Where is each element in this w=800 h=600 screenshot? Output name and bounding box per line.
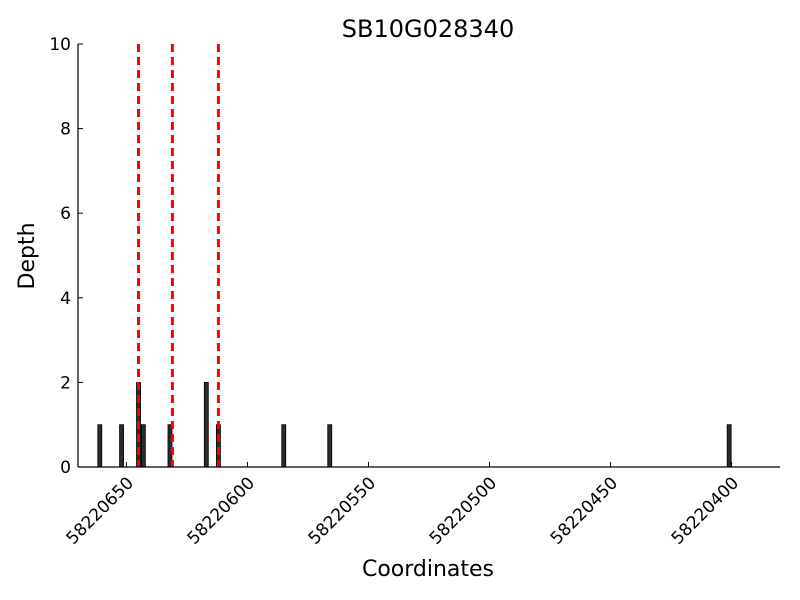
y-tick-label: 8 — [60, 120, 71, 140]
depth-bar — [97, 424, 103, 468]
x-tick-label: 58220400 — [668, 473, 743, 548]
marker-lines-layer — [137, 44, 220, 467]
y-axis-label: Depth — [15, 222, 40, 289]
x-ticks: 58220650 58220600 58220550 58220500 58220450… — [63, 462, 743, 549]
bars-layer — [97, 381, 732, 468]
depth-bar — [327, 424, 333, 468]
x-tick-label: 58220500 — [426, 473, 501, 548]
y-tick-label: 2 — [60, 373, 71, 393]
depth-bar — [281, 424, 287, 468]
y-tick-label: 10 — [49, 35, 71, 55]
depth-bar — [203, 381, 209, 468]
y-tick-label: 6 — [60, 204, 71, 224]
chart-title: SB10G028340 — [342, 15, 514, 43]
depth-bar — [119, 424, 124, 468]
y-ticks: 0 2 4 6 8 10 — [49, 35, 83, 478]
y-tick-label: 4 — [60, 289, 71, 309]
x-tick-label: 58220550 — [305, 473, 380, 548]
x-tick-label: 58220450 — [547, 473, 622, 548]
depth-bar — [726, 424, 732, 468]
depth-bar — [140, 424, 146, 468]
plot-area: 0 2 4 6 8 10 58220650 58220600 58220550 58220500… — [49, 35, 780, 549]
y-tick-label: 0 — [60, 458, 71, 478]
x-tick-label: 58220600 — [184, 473, 259, 548]
x-axis-label: Coordinates — [362, 557, 494, 582]
x-tick-label: 58220650 — [63, 473, 138, 548]
